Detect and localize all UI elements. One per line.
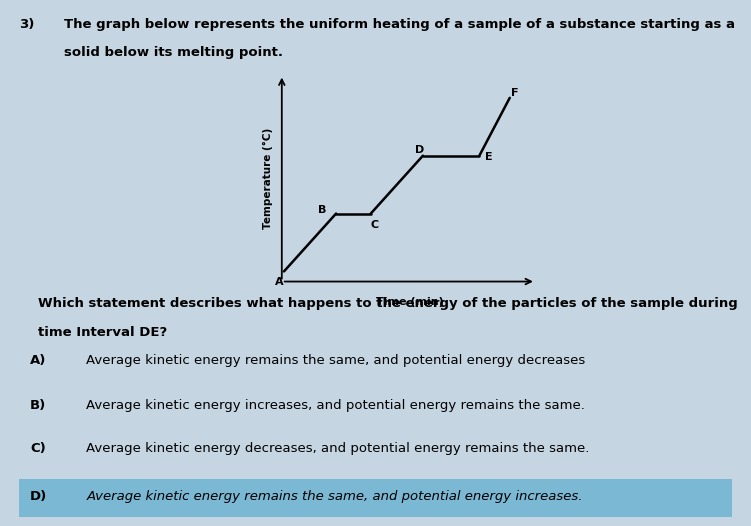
Text: D: D — [415, 146, 424, 156]
Text: F: F — [511, 88, 519, 98]
Text: Time (min): Time (min) — [376, 298, 444, 308]
Text: E: E — [485, 152, 493, 162]
Text: C): C) — [30, 442, 46, 454]
Text: B): B) — [30, 399, 47, 411]
Text: solid below its melting point.: solid below its melting point. — [64, 46, 283, 59]
FancyBboxPatch shape — [19, 479, 732, 517]
Text: A): A) — [30, 354, 47, 367]
Text: Which statement describes what happens to the energy of the particles of the sam: Which statement describes what happens t… — [38, 297, 737, 310]
Text: Average kinetic energy remains the same, and potential energy increases.: Average kinetic energy remains the same,… — [86, 490, 583, 503]
Text: Average kinetic energy remains the same, and potential energy decreases: Average kinetic energy remains the same,… — [86, 354, 586, 367]
Text: C: C — [370, 219, 379, 229]
Text: The graph below represents the uniform heating of a sample of a substance starti: The graph below represents the uniform h… — [64, 18, 734, 32]
Text: Temperature (°C): Temperature (°C) — [263, 128, 273, 229]
Text: time Interval DE?: time Interval DE? — [38, 326, 167, 339]
Text: 3): 3) — [19, 18, 34, 32]
Text: D): D) — [30, 490, 47, 503]
Text: A: A — [274, 277, 283, 287]
Text: B: B — [318, 205, 327, 215]
Text: Average kinetic energy decreases, and potential energy remains the same.: Average kinetic energy decreases, and po… — [86, 442, 590, 454]
Text: Average kinetic energy increases, and potential energy remains the same.: Average kinetic energy increases, and po… — [86, 399, 585, 411]
